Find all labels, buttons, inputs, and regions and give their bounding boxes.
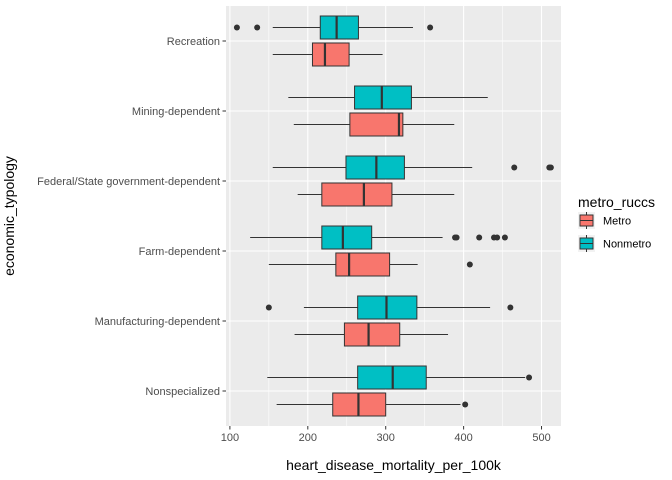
outlier-nonmetro-farm-dependent-1 bbox=[453, 234, 460, 241]
iqr-box-metro-mining-dependent bbox=[349, 112, 404, 137]
y-axis-ticks: Recreation Mining-dependent Federal/State … bbox=[37, 36, 226, 398]
iqr-box-nonmetro-farm-dependent bbox=[321, 225, 373, 250]
outlier-nonmetro-federal-state-government-dependent-0 bbox=[511, 164, 518, 171]
y-tick-label-manufacturing-dependent: Manufacturing-dependent bbox=[95, 316, 220, 328]
legend-label-nonmetro: Nonmetro bbox=[603, 239, 651, 251]
box-nonmetro-mining-dependent bbox=[288, 85, 488, 110]
box-nonmetro-nonspecialized bbox=[267, 365, 533, 390]
outlier-nonmetro-recreation-1 bbox=[254, 24, 261, 31]
x-tick-label-100: 100 bbox=[221, 432, 239, 444]
outlier-nonmetro-farm-dependent-2 bbox=[476, 234, 483, 241]
legend-key-metro bbox=[578, 212, 595, 229]
iqr-box-metro-federal-state-government-dependent bbox=[321, 182, 393, 207]
box-metro-manufacturing-dependent bbox=[294, 322, 449, 347]
x-tick-label-200: 200 bbox=[299, 432, 317, 444]
iqr-box-metro-recreation bbox=[311, 42, 350, 67]
outlier-nonmetro-nonspecialized-0 bbox=[526, 374, 533, 381]
y-tick-label-nonspecialized: Nonspecialized bbox=[145, 386, 220, 398]
outlier-nonmetro-manufacturing-dependent-1 bbox=[507, 304, 514, 311]
box-layer bbox=[233, 15, 554, 417]
box-metro-recreation bbox=[272, 42, 383, 67]
box-nonmetro-farm-dependent bbox=[250, 225, 508, 250]
y-tick-label-farm-dependent: Farm-dependent bbox=[139, 246, 220, 258]
outlier-metro-farm-dependent-0 bbox=[466, 261, 473, 268]
x-tick-label-500: 500 bbox=[532, 432, 550, 444]
iqr-box-nonmetro-recreation bbox=[319, 15, 359, 40]
y-tick-label-federal-state-government-dependent: Federal/State government-dependent bbox=[37, 176, 220, 188]
y-tick-label-mining-dependent: Mining-dependent bbox=[132, 106, 220, 118]
x-axis-title: heart_disease_mortality_per_100k bbox=[286, 457, 502, 473]
box-metro-mining-dependent bbox=[293, 112, 455, 137]
outlier-nonmetro-recreation-2 bbox=[427, 24, 434, 31]
legend-title: metro_ruccs bbox=[578, 194, 655, 210]
plot-panel bbox=[226, 6, 561, 426]
iqr-box-metro-farm-dependent bbox=[335, 252, 391, 277]
outlier-nonmetro-federal-state-government-dependent-2 bbox=[547, 164, 554, 171]
grid-lines bbox=[226, 6, 561, 426]
box-metro-nonspecialized bbox=[276, 392, 469, 417]
outlier-nonmetro-farm-dependent-5 bbox=[501, 234, 508, 241]
iqr-box-metro-manufacturing-dependent bbox=[343, 322, 401, 347]
box-nonmetro-manufacturing-dependent bbox=[265, 295, 514, 320]
outlier-nonmetro-farm-dependent-4 bbox=[494, 234, 501, 241]
legend-key-nonmetro bbox=[578, 235, 595, 252]
y-axis-title: economic_typology bbox=[1, 156, 17, 276]
box-metro-farm-dependent bbox=[268, 252, 473, 277]
outlier-metro-nonspecialized-0 bbox=[462, 401, 469, 408]
y-tick-label-recreation: Recreation bbox=[167, 36, 220, 48]
x-tick-label-300: 300 bbox=[377, 432, 395, 444]
iqr-box-nonmetro-federal-state-government-dependent bbox=[345, 155, 405, 180]
outlier-nonmetro-recreation-0 bbox=[233, 24, 240, 31]
iqr-box-nonmetro-mining-dependent bbox=[354, 85, 412, 110]
box-nonmetro-federal-state-government-dependent bbox=[272, 155, 554, 180]
x-tick-label-400: 400 bbox=[454, 432, 472, 444]
x-axis-ticks: 100 200 300 400 500 bbox=[221, 426, 551, 444]
box-metro-federal-state-government-dependent bbox=[297, 182, 455, 207]
outlier-nonmetro-manufacturing-dependent-0 bbox=[265, 304, 272, 311]
legend: metro_ruccs Metro Nonmetro bbox=[578, 194, 655, 252]
legend-label-metro: Metro bbox=[603, 216, 631, 228]
box-nonmetro-recreation bbox=[233, 15, 434, 40]
